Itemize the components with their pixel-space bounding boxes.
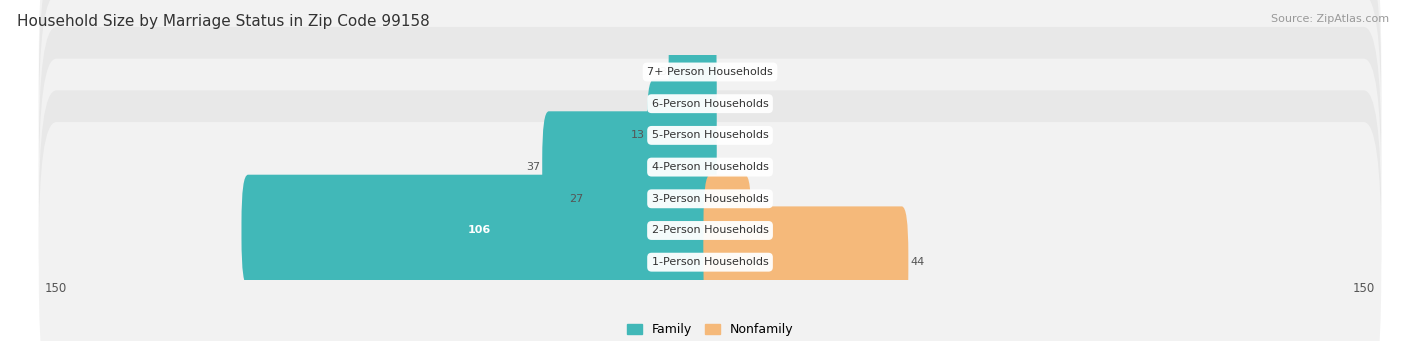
Text: 6-Person Households: 6-Person Households [651, 99, 769, 109]
Text: 3-Person Households: 3-Person Households [651, 194, 769, 204]
Text: 13: 13 [631, 130, 644, 140]
Text: 4: 4 [754, 225, 761, 236]
Text: 5-Person Households: 5-Person Households [651, 130, 769, 140]
FancyBboxPatch shape [39, 0, 1381, 212]
Text: 1: 1 [659, 99, 666, 109]
Text: 44: 44 [911, 257, 925, 267]
FancyBboxPatch shape [39, 122, 1381, 341]
Text: 106: 106 [467, 225, 491, 236]
Text: Source: ZipAtlas.com: Source: ZipAtlas.com [1271, 14, 1389, 24]
Text: 27: 27 [569, 194, 583, 204]
FancyBboxPatch shape [242, 175, 717, 286]
FancyBboxPatch shape [669, 16, 717, 128]
FancyBboxPatch shape [39, 0, 1381, 244]
Text: 2-Person Households: 2-Person Households [651, 225, 769, 236]
Text: 4-Person Households: 4-Person Households [651, 162, 769, 172]
FancyBboxPatch shape [703, 175, 751, 286]
FancyBboxPatch shape [703, 206, 908, 318]
Text: 7+ Person Households: 7+ Person Households [647, 67, 773, 77]
Legend: Family, Nonfamily: Family, Nonfamily [627, 323, 793, 336]
FancyBboxPatch shape [39, 90, 1381, 341]
FancyBboxPatch shape [586, 143, 717, 255]
FancyBboxPatch shape [39, 27, 1381, 307]
FancyBboxPatch shape [39, 59, 1381, 339]
Text: Household Size by Marriage Status in Zip Code 99158: Household Size by Marriage Status in Zip… [17, 14, 430, 29]
Text: 3: 3 [659, 67, 666, 77]
FancyBboxPatch shape [669, 48, 717, 160]
Text: 1-Person Households: 1-Person Households [651, 257, 769, 267]
Text: 37: 37 [526, 162, 540, 172]
FancyBboxPatch shape [39, 0, 1381, 276]
FancyBboxPatch shape [543, 111, 717, 223]
FancyBboxPatch shape [647, 79, 717, 191]
